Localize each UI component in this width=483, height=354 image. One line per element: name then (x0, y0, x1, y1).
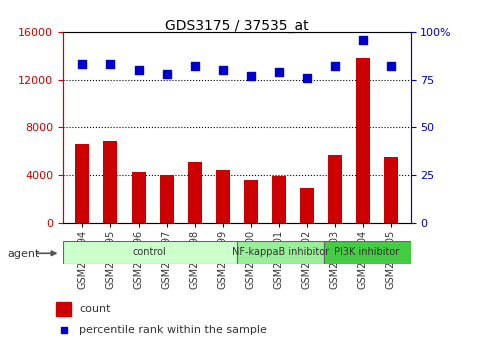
Bar (356, 58, 370, 223)
Point (219, 67, 227, 73)
Text: control: control (133, 247, 167, 257)
Bar (244, 180, 258, 223)
Bar (131, 172, 145, 223)
Point (387, 63, 395, 69)
Text: percentile rank within the sample: percentile rank within the sample (79, 325, 267, 336)
Text: NF-kappaB inhibitor: NF-kappaB inhibitor (231, 247, 329, 257)
Bar (384, 157, 398, 223)
Bar (75, 144, 89, 223)
Bar (237, 241, 324, 264)
Bar (63, 241, 237, 264)
Point (107, 62, 114, 67)
Point (331, 63, 339, 69)
Point (135, 67, 142, 73)
Point (191, 63, 199, 69)
Point (163, 71, 170, 77)
Point (275, 69, 283, 75)
Bar (328, 155, 342, 223)
Bar (324, 241, 411, 264)
Point (303, 75, 311, 81)
Bar (300, 188, 314, 223)
Bar (272, 176, 286, 223)
Text: GDS3175 / 37535_at: GDS3175 / 37535_at (165, 19, 309, 34)
Text: count: count (79, 304, 111, 314)
Bar (215, 171, 229, 223)
Point (79, 62, 86, 67)
Bar (56, 302, 71, 316)
Text: PI3K inhibitor: PI3K inhibitor (334, 247, 400, 257)
Bar (103, 141, 117, 223)
Point (247, 73, 255, 79)
Text: agent: agent (7, 249, 40, 259)
Point (60, 328, 68, 333)
Point (359, 37, 367, 42)
Bar (159, 175, 173, 223)
Bar (187, 162, 201, 223)
